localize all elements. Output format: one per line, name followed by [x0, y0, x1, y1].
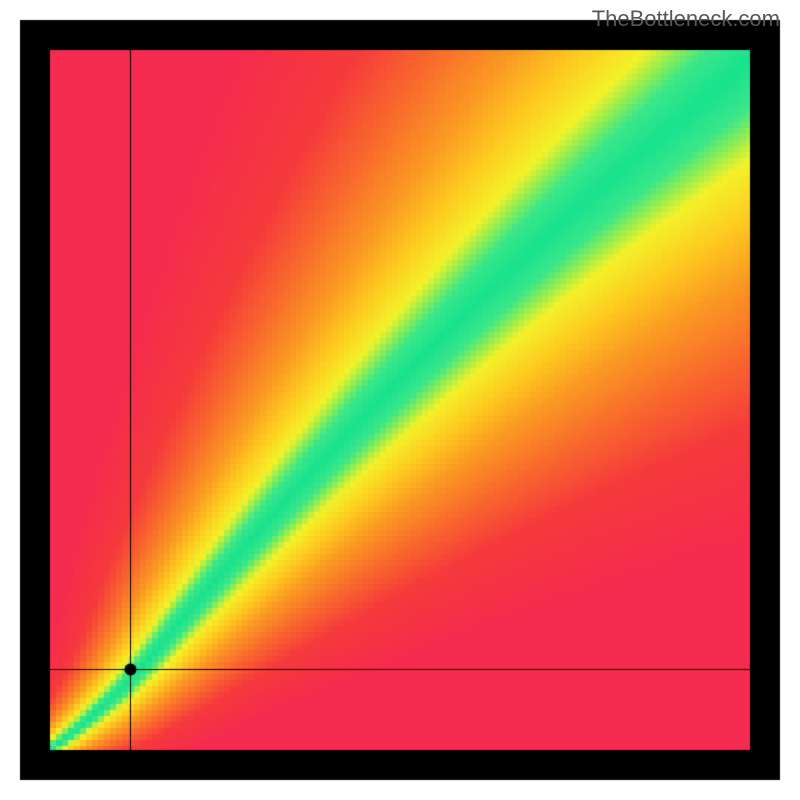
chart-container: TheBottleneck.com — [0, 0, 800, 800]
bottleneck-heatmap-canvas — [0, 0, 800, 800]
